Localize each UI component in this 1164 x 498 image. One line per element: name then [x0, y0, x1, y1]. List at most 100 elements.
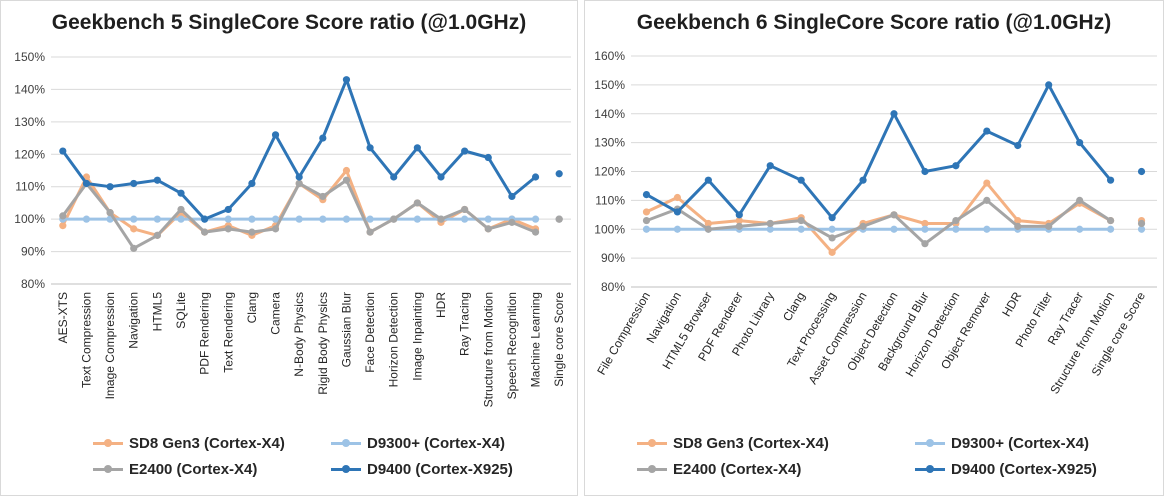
data-point [366, 228, 374, 236]
data-point [508, 218, 516, 226]
data-point [224, 215, 232, 223]
data-point [828, 225, 836, 233]
y-tick-label: 100% [594, 222, 625, 236]
y-tick-label: 140% [14, 82, 45, 96]
data-point [413, 144, 421, 152]
y-tick-label: 80% [21, 277, 45, 291]
data-point [153, 231, 161, 239]
chart-plot-geekbench6: 80% 90% 100% 110% 120% 130% 140% 150% 160% File C… [594, 49, 1157, 396]
data-point [735, 222, 743, 230]
series-2 [642, 196, 1146, 248]
legend-entry-sd8gen3: SD8 Gen3 (Cortex-X4) [93, 435, 285, 452]
data-point [224, 225, 232, 233]
data-point [461, 147, 469, 155]
data-point [921, 225, 929, 233]
data-point [413, 199, 421, 207]
y-tick-label: 150% [594, 78, 625, 92]
legend-swatch-e2400 [637, 465, 667, 473]
data-point [1014, 141, 1022, 150]
y-tick-label: 160% [594, 49, 625, 63]
data-point [390, 215, 398, 223]
data-point [224, 205, 232, 214]
x-tick-label: Image Compression [103, 292, 117, 399]
legend-label-d9400: D9400 (Cortex-X925) [367, 461, 513, 478]
data-point [342, 176, 351, 184]
data-point [735, 211, 743, 219]
legend-swatch-sd8gen3 [637, 439, 667, 447]
x-tick-label: Clang [245, 292, 259, 323]
x-tick-label: HTML5 [150, 292, 164, 332]
data-point [766, 219, 774, 228]
data-point [106, 183, 114, 191]
data-point [704, 219, 712, 228]
data-point [366, 144, 374, 152]
data-point [1014, 216, 1022, 225]
x-tick-label: Face Detection [363, 292, 377, 373]
legend: SD8 Gen3 (Cortex-X4) D9300+ (Cortex-X4) … [1, 431, 577, 487]
data-point [248, 228, 256, 236]
data-point [248, 179, 256, 188]
x-tick-label: Horizon Detection [387, 292, 401, 387]
data-point [153, 215, 161, 223]
data-point [1076, 139, 1084, 147]
legend-entry-d9400: D9400 (Cortex-X925) [331, 461, 513, 478]
data-point [1045, 81, 1053, 89]
x-tick-label: Ray Tracing [458, 292, 472, 356]
data-point [153, 176, 161, 184]
x-tick-label: Machine Learning [529, 292, 543, 387]
x-tick-label: Image Inpainting [410, 292, 424, 381]
data-point [828, 248, 836, 256]
data-point [531, 228, 540, 236]
series-3 [59, 76, 563, 223]
data-point [766, 225, 774, 233]
y-tick-label: 140% [594, 107, 625, 121]
legend-swatch-sd8gen3 [93, 439, 123, 447]
x-tick-label: PDF Rendering [198, 292, 212, 375]
chart-title: Geekbench 5 SingleCore Score ratio (@1.0… [51, 11, 527, 34]
legend-entry-d9300plus: D9300+ (Cortex-X4) [915, 435, 1089, 452]
data-point [1014, 222, 1022, 230]
y-tick-label: 130% [594, 136, 625, 150]
data-point [295, 215, 303, 223]
data-point [437, 173, 445, 181]
x-tick-label: Structure from Motion [481, 292, 495, 407]
data-point [461, 205, 469, 214]
data-point [271, 225, 280, 233]
data-point [295, 173, 303, 181]
legend-label-e2400: E2400 (Cortex-X4) [129, 461, 258, 478]
data-point [413, 215, 421, 223]
x-tick-label: AES-XTS [56, 292, 70, 343]
data-point [1137, 219, 1146, 228]
legend-label-sd8gen3: SD8 Gen3 (Cortex-X4) [129, 435, 285, 452]
legend-label-d9400: D9400 (Cortex-X925) [951, 461, 1097, 478]
series-line [61, 178, 537, 250]
y-tick-label: 130% [14, 115, 45, 129]
data-point [390, 173, 398, 181]
data-point [704, 176, 712, 184]
x-tick-label: HDR [999, 289, 1024, 319]
data-point [704, 225, 712, 233]
data-point [106, 209, 114, 217]
data-point [921, 219, 929, 228]
data-point [130, 225, 138, 233]
data-point [342, 76, 351, 84]
data-point [921, 240, 929, 248]
y-tick-label: 80% [601, 280, 625, 294]
x-tick-label: HDR [434, 292, 448, 318]
series-line [645, 83, 1112, 220]
series-1 [59, 215, 563, 223]
data-point [797, 216, 805, 225]
data-point [82, 179, 91, 188]
data-point [555, 215, 563, 223]
chart-plot-geekbench5: 80% 90% 100% 110% 120% 130% 140% 150% AES-XTS Tex… [14, 50, 571, 407]
data-point [828, 234, 836, 242]
data-point [319, 215, 327, 223]
data-point [130, 179, 138, 188]
data-point [642, 191, 651, 199]
data-point [484, 215, 492, 223]
data-point [642, 208, 651, 216]
legend-swatch-d9300plus [331, 439, 361, 447]
data-point [59, 222, 67, 230]
x-tick-label: SQLite [174, 292, 188, 329]
chart-panel-geekbench6: Geekbench 6 SingleCore Score ratio (@1.0… [584, 0, 1164, 496]
